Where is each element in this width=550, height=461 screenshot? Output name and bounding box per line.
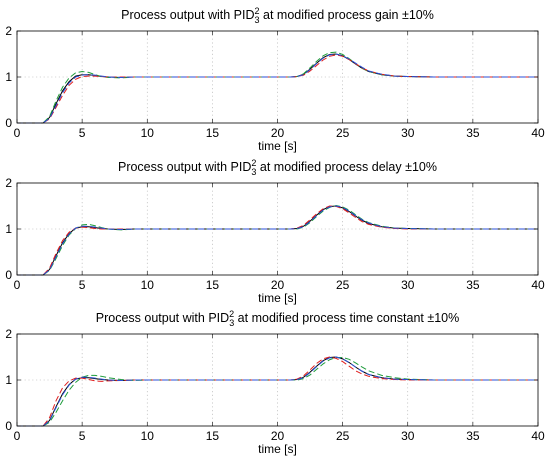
chart-panel-1: Process output with PID2 3 at modified pr… [5,6,545,153]
x-tick-label: 15 [206,278,220,292]
x-tick-label: 20 [271,126,285,140]
chart-panel-3: Process output with PID2 3 at modified pr… [5,309,545,456]
y-tick-label: 2 [5,176,12,190]
x-tick-label: 10 [141,429,155,443]
series-line-2 [17,51,538,124]
x-tick-label: 0 [14,429,21,443]
y-tick-label: 1 [5,373,12,387]
x-tick-label: 5 [79,278,86,292]
x-axis-label: time [s] [258,442,297,456]
x-tick-label: 0 [14,126,21,140]
title-superscript: 2 [255,6,260,16]
x-tick-label: 30 [401,429,415,443]
series-line-4 [17,356,538,427]
chart-title: Process output with PID2 3 at modified pr… [121,6,434,25]
title-subscript: 3 [255,15,260,25]
x-tick-label: 35 [466,126,480,140]
x-tick-label: 0 [14,278,21,292]
x-tick-label: 25 [336,429,350,443]
y-tick-label: 0 [5,419,12,433]
title-text: Process output with PID [96,311,229,325]
chart-title: Process output with PID2 3 at modified pr… [96,309,459,328]
x-tick-label: 15 [206,126,220,140]
chart-title: Process output with PID2 3 at modified pr… [118,158,437,177]
title-superscript: 2 [251,158,256,168]
title-superscript: 2 [229,309,234,319]
title-text-suffix: at modified process time constant ±10% [234,311,459,325]
x-tick-label: 40 [531,126,545,140]
y-tick-label: 0 [5,268,12,282]
x-tick-label: 40 [531,429,545,443]
x-tick-label: 25 [336,278,350,292]
x-axis-label: time [s] [258,139,297,153]
x-tick-label: 5 [79,126,86,140]
x-tick-label: 10 [141,278,155,292]
series-line-2 [17,356,538,427]
x-tick-label: 10 [141,126,155,140]
title-text-suffix: at modified process gain ±10% [260,8,434,22]
series-line-4 [17,53,538,124]
y-tick-label: 1 [5,70,12,84]
title-subscript: 3 [251,167,256,177]
x-tick-label: 25 [336,126,350,140]
x-tick-label: 30 [401,278,415,292]
y-tick-label: 0 [5,116,12,130]
x-tick-label: 5 [79,429,86,443]
chart-panel-2: Process output with PID2 3 at modified pr… [5,158,545,305]
x-tick-label: 40 [531,278,545,292]
title-subscript: 3 [229,318,234,328]
y-tick-label: 1 [5,222,12,236]
title-text: Process output with PID [118,160,251,174]
x-tick-label: 35 [466,278,480,292]
series-line-2 [17,205,538,276]
x-tick-label: 35 [466,429,480,443]
y-tick-label: 2 [5,327,12,341]
title-text: Process output with PID [121,8,254,22]
y-tick-label: 2 [5,24,12,38]
title-text-suffix: at modified process delay ±10% [256,160,437,174]
x-axis-label: time [s] [258,291,297,305]
x-tick-label: 15 [206,429,220,443]
x-tick-label: 20 [271,278,285,292]
series-line-4 [17,205,538,276]
x-tick-label: 20 [271,429,285,443]
x-tick-label: 30 [401,126,415,140]
